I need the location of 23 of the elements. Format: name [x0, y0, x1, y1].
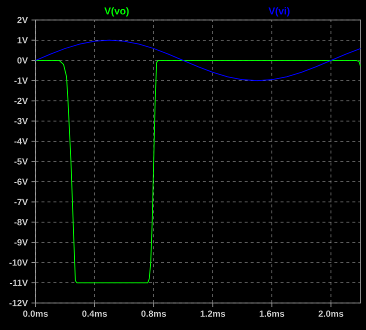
- x-tick-label: 1.2ms: [200, 310, 226, 317]
- y-tick-label: -12V: [9, 300, 28, 306]
- x-tick-label: 0.0ms: [23, 310, 48, 317]
- x-tick-label: 0.8ms: [141, 310, 166, 317]
- y-tick-label: -7V: [14, 198, 28, 206]
- y-tick-label: -8V: [14, 218, 28, 226]
- y-tick-label: -9V: [14, 239, 28, 246]
- x-tick-label: 0.4ms: [82, 310, 107, 317]
- text: V(vi): [268, 7, 290, 16]
- text: V(vo): [104, 7, 129, 16]
- y-tick-label: 0V: [17, 57, 28, 64]
- y-tick-label: -3V: [14, 118, 28, 124]
- y-tick-label: 1V: [18, 37, 28, 44]
- y-tick-label: -11V: [10, 280, 28, 286]
- y-tick-label: -6V: [14, 178, 28, 185]
- x-tick-label: 1.6ms: [260, 310, 284, 317]
- y-tick-label: -10V: [9, 259, 28, 266]
- x-tick-label: 2.0ms: [318, 310, 344, 317]
- y-tick-label: -4V: [14, 138, 28, 144]
- y-tick-label: -1V: [14, 78, 28, 84]
- y-tick-label: -2V: [14, 98, 28, 104]
- y-tick-label: -5V: [14, 158, 28, 165]
- y-tick-label: 2V: [17, 16, 28, 24]
